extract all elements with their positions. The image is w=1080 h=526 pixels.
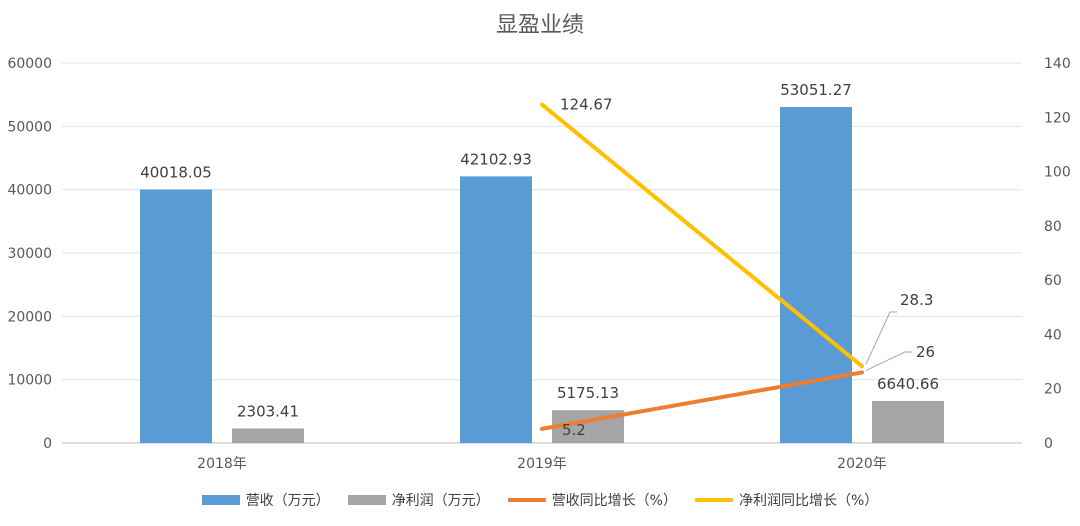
bar (140, 189, 212, 443)
x-axis-tick-label: 2019年 (517, 456, 567, 472)
bars (140, 107, 944, 444)
bar-data-label: 40018.05 (140, 164, 212, 182)
right-axis-tick-label: 40 (1044, 327, 1062, 343)
chart-svg: 显盈业绩 0 10000 20000 30000 40000 50000 60000 0 20… (7, 13, 1071, 472)
line-data-label: 124.67 (560, 96, 613, 114)
legend-label: 净利润（万元） (391, 493, 490, 509)
bar-data-label: 6640.66 (877, 375, 939, 393)
legend-swatch-line (507, 498, 546, 502)
legend-item: 营收同比增长（%） (507, 490, 677, 510)
legend-item: 净利润同比增长（%） (695, 490, 878, 510)
right-axis-tick-label: 100 (1044, 165, 1071, 181)
bar-data-label: 53051.27 (780, 81, 852, 99)
legend-item: 营收（万元） (201, 490, 330, 510)
x-axis-ticks: 2018年 2019年 2020年 (197, 456, 887, 472)
lines (540, 102, 864, 431)
legend-swatch-box (347, 495, 386, 505)
left-axis-tick-label: 10000 (7, 373, 52, 389)
right-axis-tick-label: 20 (1044, 382, 1062, 398)
bar-data-label: 5175.13 (557, 384, 619, 402)
bar (780, 107, 852, 444)
legend: 营收（万元） 净利润（万元） 营收同比增长（%） 净利润同比增长（%） (0, 490, 1080, 510)
chart-title: 显盈业绩 (496, 13, 584, 38)
line-data-label: 26 (916, 343, 935, 361)
right-axis-tick-label: 120 (1044, 110, 1071, 126)
leader-line (865, 351, 912, 371)
right-axis-tick-label: 80 (1044, 219, 1062, 235)
bar (232, 428, 304, 443)
series-line (540, 370, 864, 431)
gridlines (62, 62, 1022, 444)
line-data-label: 28.3 (900, 291, 933, 309)
legend-label: 营收同比增长（%） (551, 493, 677, 509)
legend-swatch-line (695, 498, 733, 502)
x-axis-tick-label: 2020年 (837, 456, 887, 472)
left-axis-tick-label: 0 (43, 436, 52, 452)
right-axis-tick-label: 60 (1044, 273, 1062, 289)
legend-item: 净利润（万元） (347, 490, 490, 510)
left-axis-ticks: 0 10000 20000 30000 40000 50000 60000 (7, 56, 52, 452)
left-axis-tick-label: 30000 (7, 246, 52, 262)
line-data-label: 5.2 (562, 421, 586, 439)
x-axis-tick-label: 2018年 (197, 456, 247, 472)
right-axis-ticks: 0 20 40 60 80 100 120 140 (1044, 56, 1071, 452)
legend-swatch-box (201, 495, 240, 505)
legend-label: 净利润同比增长（%） (739, 493, 879, 509)
bar (460, 176, 532, 443)
series-line (540, 102, 864, 369)
leader-line (865, 311, 897, 365)
left-axis-tick-label: 50000 (7, 119, 52, 135)
bar (872, 400, 944, 443)
legend-label: 营收（万元） (245, 493, 330, 509)
bar-data-label: 42102.93 (460, 150, 532, 168)
right-axis-tick-label: 140 (1044, 56, 1071, 72)
left-axis-tick-label: 40000 (7, 183, 52, 199)
left-axis-tick-label: 60000 (7, 56, 52, 72)
right-axis-tick-label: 0 (1044, 436, 1053, 452)
bar-data-label: 2303.41 (237, 402, 299, 420)
data-labels: 40018.05 42102.93 53051.27 2303.41 5175.13 66… (140, 81, 939, 439)
left-axis-tick-label: 20000 (7, 309, 52, 325)
